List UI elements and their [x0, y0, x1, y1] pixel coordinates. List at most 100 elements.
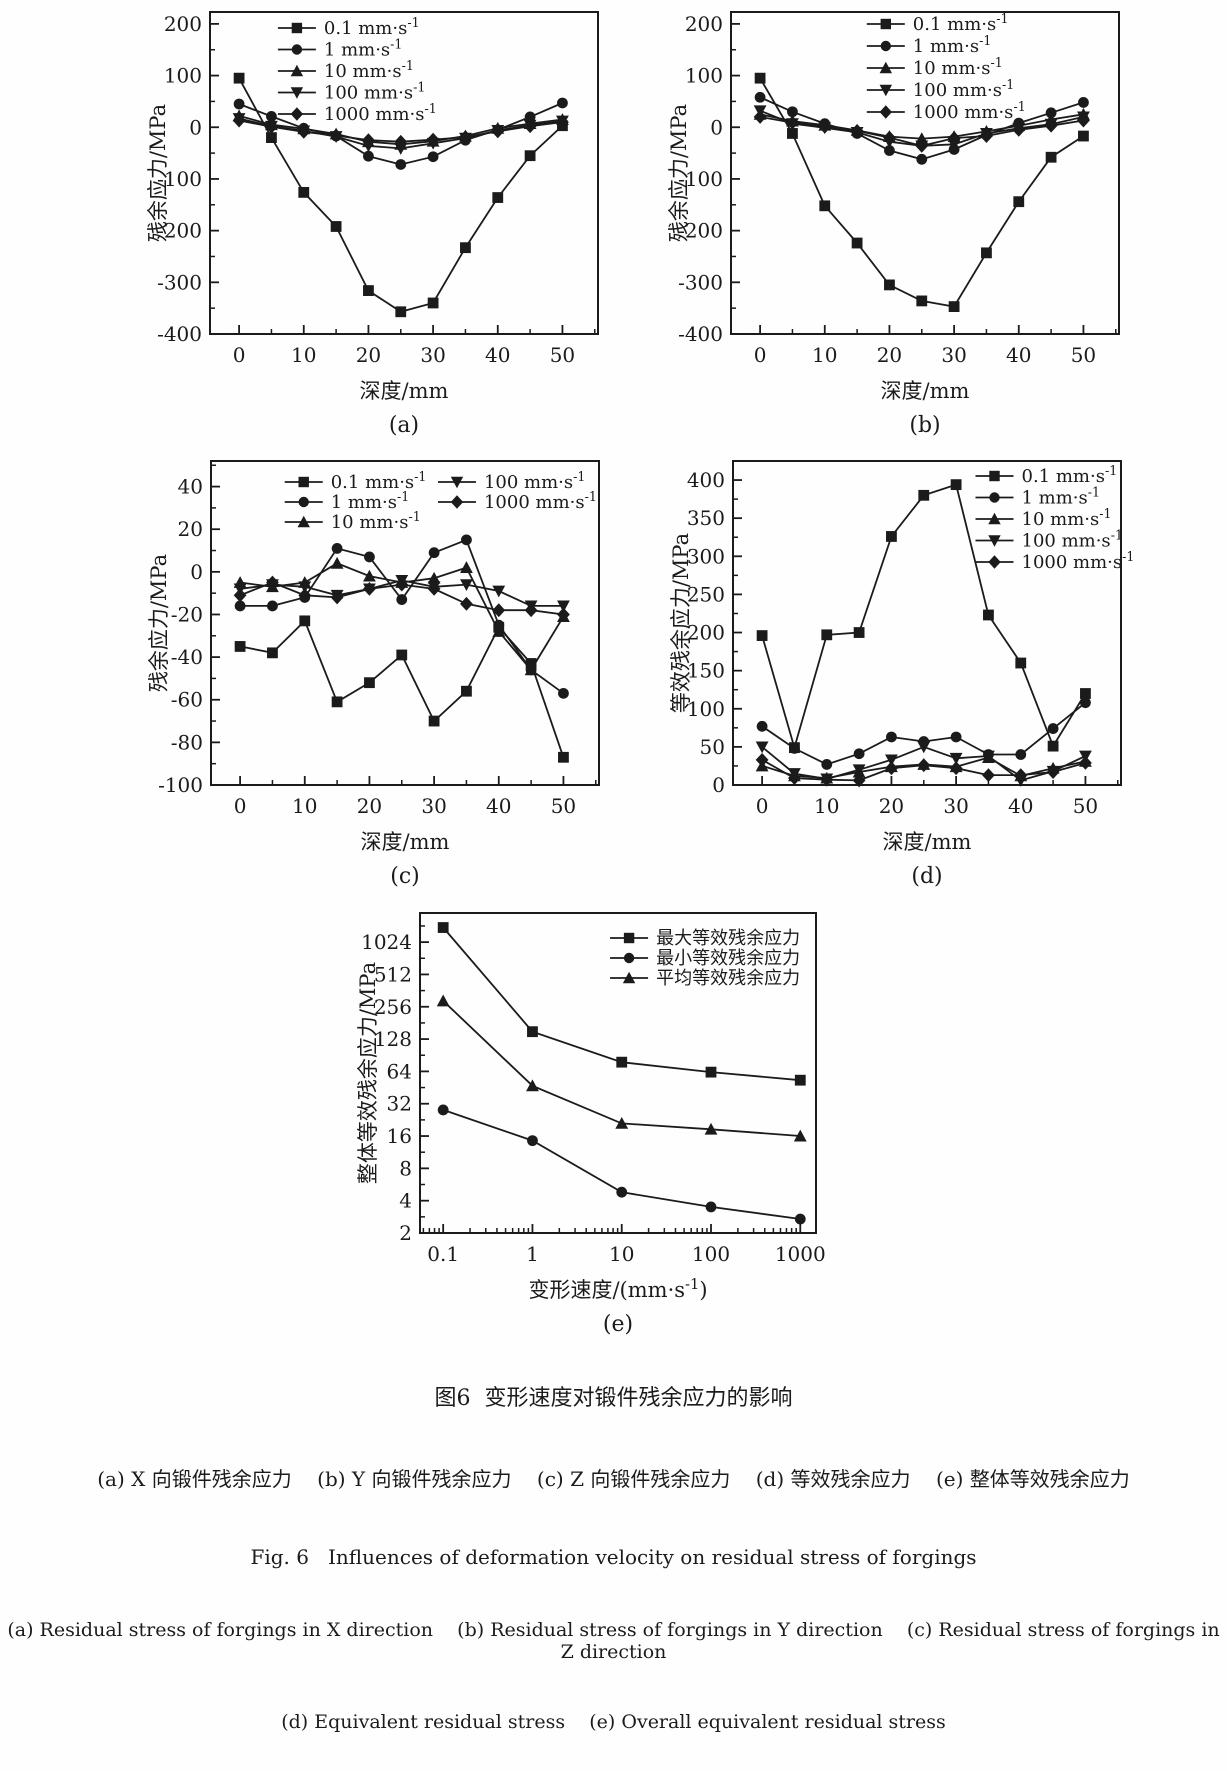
legend-label: 1000 mm·s-1 [324, 101, 437, 125]
panel-label: (d) [911, 864, 942, 889]
series-a-4 [232, 113, 569, 149]
legend-label: 1000 mm·s-1 [913, 99, 1026, 123]
y-axis-label: 等效残余应力/MPa [669, 533, 693, 713]
y-tick-label: 0 [712, 773, 725, 797]
chart-row-3: 0.1 1 10 100 1000 2 4 8 16 32 64 128 256 512 1024 变形速度/… [328, 891, 1227, 1339]
chart-b-svg: 0 10 20 30 40 50 -400 -300 -200 -100 0 100 200 深度/mm 残… [667, 11, 1120, 438]
caption-en-parts-2: (d) Equivalent residual stress (e) Overa… [281, 1710, 946, 1733]
x-tick-label: 40 [485, 343, 510, 367]
y-tick-label: 50 [700, 735, 725, 759]
x-tick-label: 1 [526, 1242, 539, 1266]
y-tick-label: 4 [399, 1189, 412, 1213]
y-tick-label: 8 [399, 1156, 412, 1180]
caption-en-parts-1: (a) Residual stress of forgings in X dir… [7, 1619, 1226, 1664]
y-tick-label: 350 [687, 506, 725, 530]
legend-label: 0.1 mm·s-1 [913, 11, 1009, 35]
y-tick-label: -400 [678, 322, 723, 346]
x-tick-label: 50 [551, 794, 576, 818]
x-tick-label: 10 [609, 1242, 634, 1266]
legend-label: 平均等效残余应力 [656, 968, 800, 989]
y-tick-label: 300 [687, 544, 725, 568]
y-tick-label: 20 [178, 517, 203, 541]
x-tick-label: 0 [233, 343, 246, 367]
y-tick-label: -200 [157, 219, 202, 243]
y-tick-label: 32 [387, 1092, 412, 1116]
y-tick-label: 200 [687, 621, 725, 645]
x-axis-label: 深度/mm [881, 379, 970, 403]
y-tick-label: 0 [189, 115, 202, 139]
x-axis-label: 深度/mm [360, 379, 449, 403]
legend-label: 最大等效残余应力 [656, 928, 800, 949]
y-tick-label: 256 [374, 995, 412, 1019]
y-tick-label: 2 [399, 1221, 412, 1245]
x-tick-label: 10 [291, 343, 316, 367]
y-tick-label: -80 [171, 730, 203, 754]
y-tick-label: 512 [374, 962, 412, 986]
legend-label: 1 mm·s-1 [331, 489, 410, 513]
plot-frame [210, 460, 600, 786]
y-tick-label: 150 [687, 659, 725, 683]
y-tick-label: -100 [158, 773, 203, 797]
legend-label: 1 mm·s-1 [1022, 485, 1101, 509]
y-tick-label: -100 [678, 167, 723, 191]
legend-label: 10 mm·s-1 [913, 55, 1003, 79]
legend-label: 1000 mm·s-1 [484, 489, 597, 513]
x-axis-label: 深度/mm [361, 830, 450, 854]
chart-c-svg: 0 10 20 30 40 50 -100 -80 -60 -40 -20 0 20 40 深度/mm 残余应… [147, 460, 600, 889]
panel-label: (b) [909, 413, 940, 438]
series-d-0 [756, 479, 1091, 754]
x-tick-label: 0 [756, 794, 769, 818]
x-tick-label: 40 [1008, 794, 1033, 818]
y-axis-label: 残余应力/MPa [146, 104, 170, 242]
caption-zh-title: 图6 变形速度对锻件残余应力的影响 [434, 1385, 793, 1411]
legend-label: 100 mm·s-1 [913, 77, 1014, 101]
caption-en-title: Fig. 6 Influences of deformation velocit… [250, 1544, 977, 1569]
series-b-0 [754, 72, 1089, 313]
x-tick-label: 30 [943, 794, 968, 818]
x-tick-label: 20 [877, 343, 902, 367]
legend-label: 100 mm·s-1 [324, 80, 425, 104]
legend-label: 10 mm·s-1 [331, 509, 421, 533]
y-tick-label: -300 [678, 270, 723, 294]
panel-label: (c) [390, 864, 420, 889]
legend-c: 0.1 mm·s-11 mm·s-110 mm·s-1 100 mm·s-1100… [284, 469, 597, 533]
chart-row-2: 0 10 20 30 40 50 -100 -80 -60 -40 -20 0 20 40 深度/mm 残余应… [137, 438, 1227, 891]
x-tick-label: 0 [234, 794, 247, 818]
plot-frame [732, 460, 1122, 786]
x-tick-label: 100 [692, 1242, 730, 1266]
figure-caption: 图6 变形速度对锻件残余应力的影响 (a) X 向锻件残余应力 (b) Y 向锻… [0, 1339, 1227, 1771]
panel-label: (e) [603, 1312, 633, 1337]
x-tick-label: 1000 [775, 1242, 826, 1266]
series-c-4 [233, 575, 570, 622]
chart-e-svg: 0.1 1 10 100 1000 2 4 8 16 32 64 128 256 512 1024 变形速度/… [356, 912, 826, 1337]
x-tick-label: 50 [1073, 794, 1098, 818]
y-tick-label: 0 [190, 560, 203, 584]
y-tick-label: -200 [678, 219, 723, 243]
y-tick-label: -20 [171, 602, 203, 626]
x-tick-label: 50 [1071, 343, 1096, 367]
y-tick-label: 200 [164, 12, 202, 36]
x-tick-label: 20 [879, 794, 904, 818]
chart-panel-b: 0 10 20 30 40 50 -400 -300 -200 -100 0 100 200 深度/mm 残… [655, 2, 1143, 438]
chart-a-svg: 0 10 20 30 40 50 -400 -300 -200 -100 0 100 200 深度/mm 残… [146, 11, 599, 438]
x-tick-label: 30 [941, 343, 966, 367]
y-tick-label: -100 [157, 167, 202, 191]
x-axis-label: 深度/mm [883, 830, 972, 854]
y-tick-label: 100 [164, 64, 202, 88]
x-tick-label: 40 [486, 794, 511, 818]
x-tick-label: 30 [420, 343, 445, 367]
caption-zh-parts: (a) X 向锻件残余应力 (b) Y 向锻件残余应力 (c) Z 向锻件残余应… [97, 1466, 1130, 1491]
series-c-1 [234, 534, 569, 699]
legend-label: 1000 mm·s-1 [1022, 549, 1135, 573]
y-tick-label: 400 [687, 468, 725, 492]
x-tick-label: 0.1 [427, 1242, 459, 1266]
y-tick-label: 1024 [361, 930, 412, 954]
y-axis-label: 残余应力/MPa [667, 104, 691, 242]
y-tick-label: 100 [685, 64, 723, 88]
x-tick-label: 20 [357, 794, 382, 818]
y-axis-label: 残余应力/MPa [147, 554, 171, 692]
legend-label: 0.1 mm·s-1 [1022, 463, 1118, 487]
y-tick-label: 0 [710, 115, 723, 139]
